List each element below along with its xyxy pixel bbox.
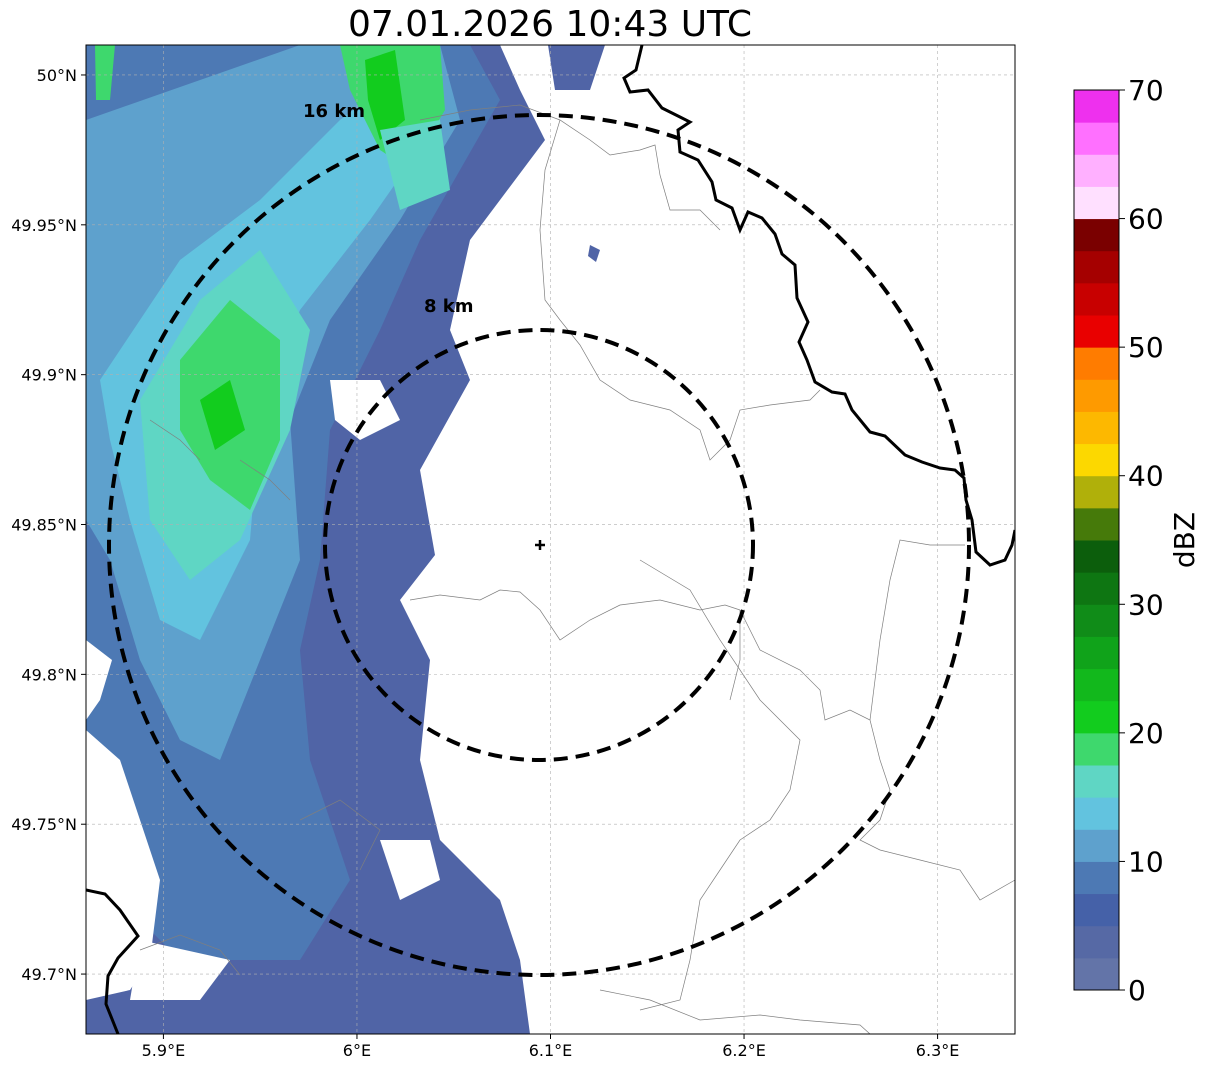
colorbar-segment	[1074, 829, 1119, 862]
colorbar-segment	[1074, 250, 1119, 284]
colorbar-segment	[1074, 925, 1119, 959]
grid	[86, 45, 1015, 1034]
chart-title: 07.01.2026 10:43 UTC	[347, 4, 753, 45]
colorbar-segment	[1074, 604, 1119, 637]
y-tick-label: 49.95°N	[11, 216, 77, 235]
colorbar-segment	[1074, 218, 1119, 252]
colorbar-segment	[1074, 957, 1119, 991]
colorbar-tick-label: 30	[1128, 588, 1164, 621]
colorbar-segment	[1074, 668, 1119, 702]
reflectivity-field	[86, 45, 605, 1034]
axis-ticks: 5.9°E 6°E 6.1°E 6.2°E 6.3°E 50°N 49.95°N 49.9°N…	[11, 66, 959, 1060]
colorbar-segment	[1074, 475, 1119, 509]
range-ring-16km	[107, 113, 971, 977]
colorbar-segment	[1074, 347, 1119, 380]
y-tick-label: 49.9°N	[21, 366, 77, 385]
x-tick-label: 6.2°E	[722, 1041, 766, 1060]
y-tick-label: 49.85°N	[11, 516, 77, 535]
colorbar-segment	[1074, 507, 1119, 541]
municipal-boundaries	[139, 104, 1015, 1034]
colorbar-segment	[1074, 765, 1119, 798]
colorbar-tick-label: 70	[1128, 74, 1164, 107]
colorbar-segment	[1074, 90, 1119, 123]
range-ring-label-8km: 8 km	[424, 296, 474, 317]
colorbar-segment	[1074, 379, 1119, 412]
colorbar-segment	[1074, 893, 1119, 927]
colorbar-label: dBZ	[1168, 512, 1201, 568]
range-rings	[107, 113, 971, 977]
colorbar-tick-label: 60	[1128, 203, 1164, 236]
x-tick-label: 6.1°E	[529, 1041, 573, 1060]
x-tick-label: 6.3°E	[916, 1041, 960, 1060]
colorbar-tick-label: 40	[1128, 460, 1164, 493]
colorbar-tick-label: 0	[1128, 974, 1146, 1007]
colorbar-segment	[1074, 122, 1119, 155]
national-border	[86, 45, 1015, 1034]
colorbar-segment	[1074, 700, 1119, 734]
colorbar-segment	[1074, 636, 1119, 670]
y-tick-label: 50°N	[37, 66, 77, 85]
y-tick-label: 49.75°N	[11, 815, 77, 834]
colorbar: 0 10 20 30 40 50 60 70	[1073, 74, 1164, 1007]
colorbar-segment	[1074, 154, 1119, 187]
y-tick-label: 49.8°N	[21, 665, 77, 684]
colorbar-segment	[1074, 797, 1119, 830]
colorbar-segment	[1074, 315, 1119, 348]
colorbar-segment	[1074, 282, 1119, 316]
x-tick-label: 5.9°E	[142, 1041, 186, 1060]
colorbar-segment	[1074, 186, 1119, 220]
colorbar-frame	[1073, 89, 1120, 991]
colorbar-tick-label: 20	[1128, 717, 1164, 750]
radar-site-marker	[535, 540, 545, 550]
x-tick-label: 6°E	[343, 1041, 371, 1060]
y-tick-label: 49.7°N	[21, 965, 77, 984]
range-ring-label-16km: 16 km	[303, 101, 365, 122]
colorbar-segment	[1074, 540, 1119, 573]
colorbar-segment	[1074, 861, 1119, 895]
colorbar-segment	[1074, 443, 1119, 477]
colorbar-segment	[1074, 411, 1119, 445]
colorbar-tick-label: 50	[1128, 331, 1164, 364]
range-ring-8km	[323, 328, 755, 762]
colorbar-segment	[1074, 572, 1119, 605]
colorbar-segment	[1074, 732, 1119, 766]
colorbar-tick-label: 10	[1128, 845, 1164, 878]
